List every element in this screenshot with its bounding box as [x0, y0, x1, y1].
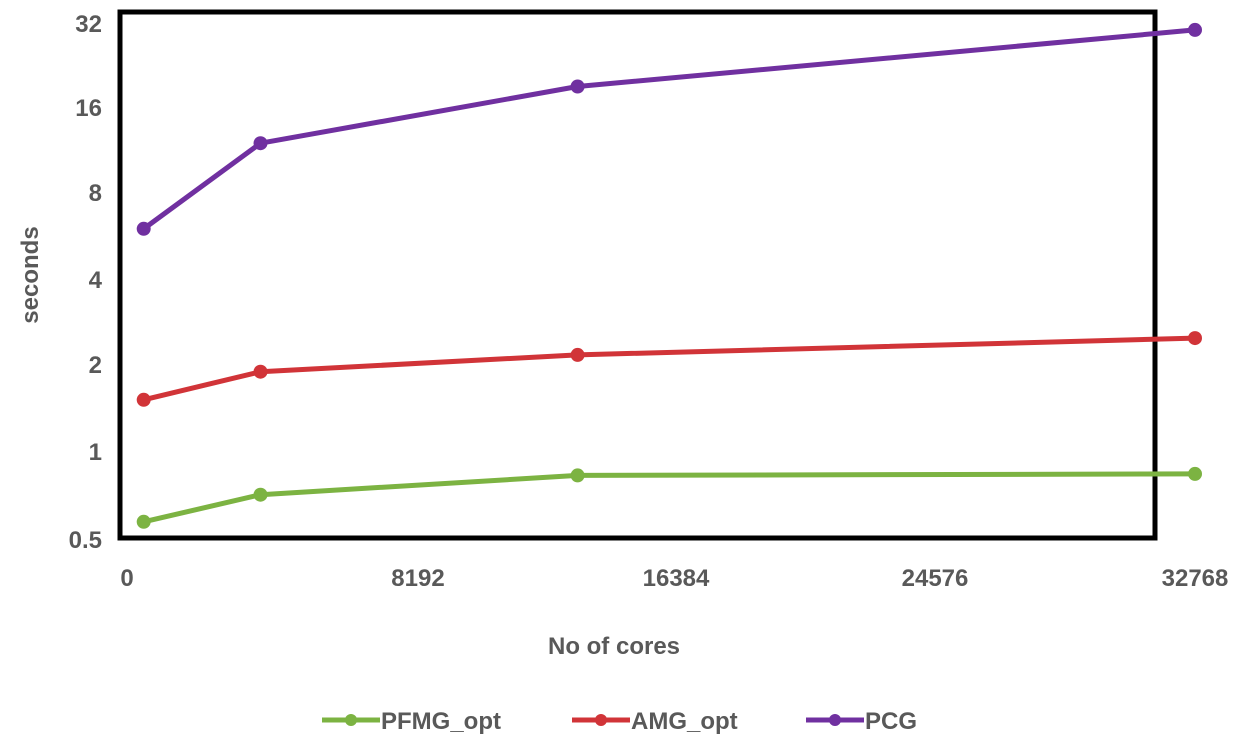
y-tick-label: 8 [89, 180, 102, 207]
legend-item-pcg: PCG [806, 708, 917, 735]
data-point [570, 79, 585, 94]
x-tick-label: 16384 [643, 565, 710, 592]
y-tick-label: 0.5 [69, 527, 102, 554]
y-tick-label: 32 [75, 11, 102, 38]
data-point [136, 514, 151, 529]
series-line-amg-opt [143, 335, 1196, 403]
x-tick-label: 8192 [391, 565, 444, 592]
legend-item-amg-opt: AMG_opt [572, 708, 738, 735]
series-line-pfmg-opt [143, 471, 1196, 525]
data-point [136, 221, 151, 236]
x-tick-label: 24576 [902, 565, 969, 592]
legend-swatch-marker [829, 714, 841, 726]
legend-swatch-marker [345, 714, 357, 726]
y-tick-label: 1 [89, 439, 102, 466]
data-point [136, 392, 151, 407]
x-axis-title: No of cores [548, 633, 680, 660]
series-layer [136, 22, 1202, 529]
legend-label: PCG [865, 708, 917, 735]
y-tick-labels: 0.5 1 2 4 8 16 32 [69, 11, 103, 554]
data-point [1188, 331, 1202, 346]
legend-swatch-marker [595, 714, 607, 726]
legend-label: PFMG_opt [381, 708, 501, 735]
data-point [570, 468, 585, 483]
y-tick-label: 2 [89, 352, 102, 379]
legend-item-pfmg-opt: PFMG_opt [322, 708, 501, 735]
plot-frame [117, 9, 1158, 541]
y-tick-label: 16 [75, 95, 102, 122]
data-point [253, 487, 268, 502]
data-point [1188, 466, 1202, 481]
series-line-pcg [142, 27, 1196, 231]
x-tick-label: 32768 [1162, 565, 1229, 592]
data-point [253, 136, 268, 151]
legend-label: AMG_opt [631, 708, 738, 735]
x-tick-label: 0 [120, 565, 133, 592]
data-point [1188, 22, 1202, 37]
data-point [253, 364, 268, 379]
legend: PFMG_opt AMG_opt PCG [322, 708, 917, 735]
x-tick-labels: 0 8192 16384 24576 32768 [120, 565, 1228, 592]
data-point [570, 347, 585, 362]
y-axis-title: seconds [17, 226, 44, 323]
y-tick-label: 4 [89, 267, 103, 294]
